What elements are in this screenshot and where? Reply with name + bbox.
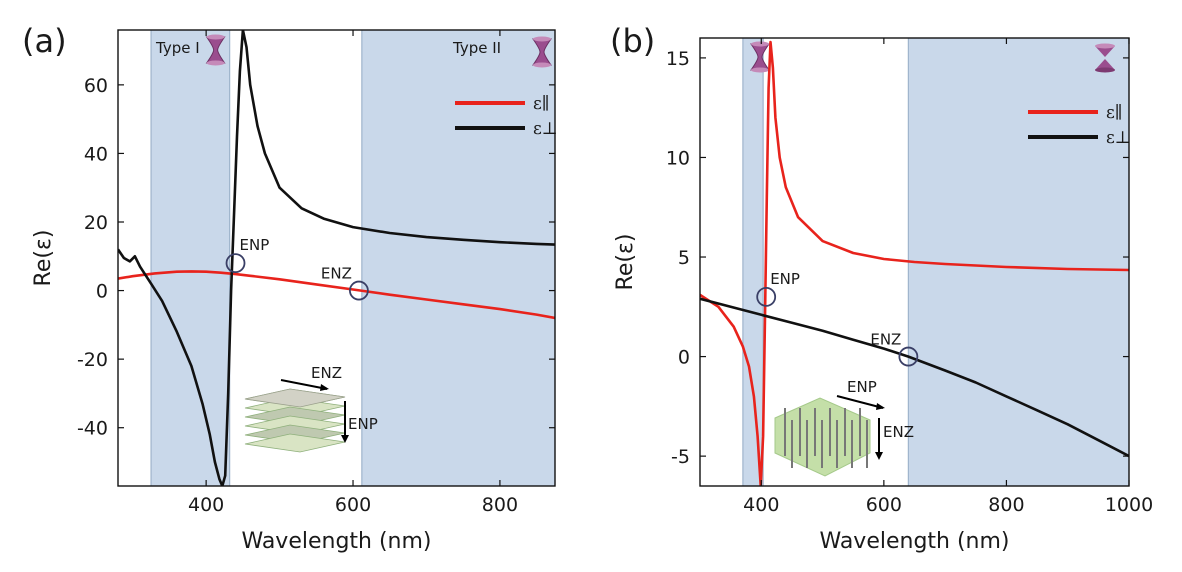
series-line-parallel: [118, 270, 555, 320]
inset-label-enp: ENP: [348, 415, 378, 433]
legend-entry: ε∥: [533, 94, 550, 114]
annotation-label-enz: ENZ: [321, 265, 352, 283]
y-tick-label: 20: [84, 212, 108, 234]
hourglass-type-i-icon-top: [206, 34, 225, 40]
annotation-label-enz: ENZ: [870, 331, 901, 349]
chart-panel-b: ENP ENZ ENP ENZ ε∥ ε⊥ 400 600 800 1000 -5 0 5 10 15 Wav…: [610, 22, 1153, 554]
y-tick-label: -5: [671, 446, 690, 468]
x-tick-label: 400: [743, 494, 779, 516]
x-axis-label: Wavelength (nm): [819, 529, 1009, 554]
hourglass-type-ii-icon: [532, 36, 552, 68]
plot-frame: [699, 37, 1130, 487]
shaded-region: [742, 38, 764, 486]
shaded-region: [151, 30, 230, 486]
panel-label: (b): [610, 22, 655, 60]
series-line-parallel: [700, 40, 1129, 486]
y-tick-label: -40: [77, 418, 108, 440]
region-label-type-i: Type I: [155, 39, 200, 57]
inset-top-face: [244, 388, 346, 408]
panel-label: (a): [22, 22, 67, 60]
y-tick-label: 40: [84, 143, 108, 165]
inset-label-enp: ENP: [847, 378, 877, 396]
legend-entry: ε⊥: [533, 119, 558, 139]
legend: ε∥ ε⊥: [455, 94, 558, 139]
y-tick-label: 15: [666, 48, 690, 70]
annotation-marker-enz: [349, 280, 369, 301]
legend-entry: ε⊥: [1106, 128, 1131, 148]
annotation-label-enp: ENP: [240, 236, 270, 254]
hourglass-type-i-icon-bottom: [751, 67, 770, 73]
y-tick-label: -20: [77, 349, 108, 371]
hourglass-type-ii-icon-lower-cone: [1095, 59, 1115, 70]
hourglass-type-ii-icon: [1095, 43, 1115, 73]
inset-arrowhead-horizontal: [876, 403, 885, 410]
series-group: [700, 40, 1129, 486]
y-tick-label: 0: [678, 347, 690, 369]
region-label-type-ii: Type II: [452, 39, 501, 57]
y-tick-label: 5: [678, 247, 690, 269]
x-tick-label: 400: [188, 494, 224, 516]
x-tick-label: 600: [335, 494, 371, 516]
shaded-region: [361, 30, 555, 486]
hourglass-type-ii-icon-bottom: [533, 62, 551, 68]
inset-label-enz: ENZ: [311, 364, 342, 382]
hourglass-type-ii-icon-upper-cone: [1095, 46, 1115, 57]
annotation-marker-enz: [898, 346, 919, 367]
series-line-perpendicular: [700, 297, 1129, 458]
y-tick-label: 60: [84, 75, 108, 97]
legend: ε∥ ε⊥: [1028, 103, 1131, 148]
inset-illustration: ENZ ENP: [244, 364, 378, 453]
hourglass-type-ii-icon-lower-cap: [1095, 67, 1115, 73]
x-tick-label: 800: [988, 494, 1024, 516]
x-tick-label: 800: [482, 494, 518, 516]
y-tick-label: 0: [96, 281, 108, 303]
hourglass-type-i-icon-top: [751, 41, 770, 47]
annotation-marker-enp: [756, 286, 777, 307]
annotation-marker-enp: [225, 253, 246, 274]
legend-entry: ε∥: [1106, 103, 1123, 123]
series-line-perpendicular: [118, 30, 555, 486]
shaded-region: [908, 38, 1129, 486]
y-axis-label: Re(ε): [31, 230, 56, 287]
hourglass-type-i-icon: [205, 34, 226, 66]
inset-illustration: ENP ENZ: [774, 378, 914, 477]
inset-arrow-horizontal: [836, 395, 884, 409]
y-axis-label: Re(ε): [613, 234, 638, 291]
inset-arrowhead-vertical: [875, 452, 883, 460]
hourglass-type-i-icon-bottom: [206, 60, 225, 66]
inset-arrowhead-vertical: [341, 435, 349, 443]
x-tick-label: 600: [866, 494, 902, 516]
inset-label-enz: ENZ: [883, 423, 914, 441]
y-tick-label: 10: [666, 147, 690, 169]
hourglass-type-ii-icon-upper-cap: [1095, 43, 1115, 49]
series-group: [118, 30, 555, 486]
hourglass-type-i-icon-shape: [205, 36, 226, 64]
inset-arrow-horizontal: [280, 379, 328, 390]
x-tick-label: 1000: [1105, 494, 1153, 516]
x-axis-label: Wavelength (nm): [241, 529, 431, 554]
inset-arrowhead-horizontal: [320, 384, 329, 391]
plot-frame: [117, 29, 556, 487]
annotation-label-enp: ENP: [770, 270, 800, 288]
hourglass-type-ii-icon-top: [533, 36, 551, 42]
